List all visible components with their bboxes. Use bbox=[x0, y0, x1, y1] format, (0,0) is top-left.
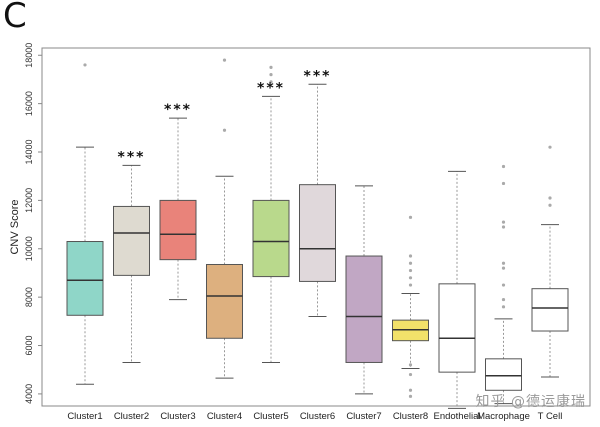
outlier-point bbox=[548, 196, 552, 200]
outlier-point bbox=[501, 297, 506, 302]
box-cluster6: *** bbox=[299, 68, 336, 317]
significance-stars: *** bbox=[257, 80, 285, 96]
box-t-cell bbox=[531, 145, 569, 378]
y-axis: 4000 6000 8000 10000 12000 14000 16000 18000 bbox=[24, 43, 42, 404]
outlier-point bbox=[408, 283, 413, 287]
y-axis-label: CNV Score bbox=[9, 199, 21, 254]
outlier-point bbox=[269, 80, 273, 84]
outlier-point bbox=[408, 268, 413, 273]
panel-letter: C bbox=[3, 0, 27, 36]
y-tick-label: 12000 bbox=[24, 188, 34, 213]
box-body bbox=[159, 199, 197, 261]
box-body bbox=[485, 358, 522, 391]
box-cluster7 bbox=[345, 185, 383, 395]
outlier-point bbox=[83, 63, 87, 67]
x-axis-labels: Cluster1 Cluster2 Cluster3 Cluster4 Cluster5… bbox=[67, 411, 562, 422]
outlier-point bbox=[408, 388, 413, 392]
box-body bbox=[345, 255, 383, 363]
box-cluster3: *** bbox=[159, 102, 197, 301]
box-cluster4 bbox=[206, 58, 243, 379]
box-body bbox=[113, 205, 150, 276]
significance-stars: *** bbox=[304, 68, 332, 84]
box-cluster5: *** bbox=[252, 65, 290, 363]
y-tick-label: 6000 bbox=[24, 336, 34, 356]
outlier-point bbox=[501, 220, 506, 224]
box-cluster8 bbox=[392, 215, 429, 398]
outlier-point bbox=[222, 58, 227, 62]
x-tick-label: Cluster1 bbox=[67, 411, 102, 422]
outlier-point bbox=[408, 254, 413, 258]
x-tick-label: Cluster4 bbox=[207, 411, 242, 422]
outlier-point bbox=[222, 128, 227, 132]
outlier-point bbox=[501, 181, 506, 186]
significance-stars: *** bbox=[164, 102, 192, 118]
x-tick-label: Cluster2 bbox=[114, 411, 149, 422]
y-tick-label: 18000 bbox=[24, 43, 34, 68]
x-tick-label: Cluster3 bbox=[160, 411, 195, 422]
box-cluster2: *** bbox=[113, 149, 150, 363]
box-macrophage bbox=[485, 164, 522, 405]
y-tick-label: 14000 bbox=[24, 139, 34, 164]
outlier-point bbox=[501, 261, 506, 265]
outlier-point bbox=[501, 305, 506, 309]
box-body bbox=[299, 184, 336, 282]
outlier-point bbox=[548, 145, 552, 149]
plot-frame bbox=[41, 47, 591, 407]
watermark: 知乎 @德运康瑞 bbox=[475, 394, 586, 410]
outlier-point bbox=[408, 261, 413, 265]
outlier-point bbox=[408, 363, 413, 367]
outlier-point bbox=[408, 215, 413, 219]
outlier-point bbox=[269, 73, 273, 77]
box-body bbox=[252, 199, 290, 278]
y-tick-label: 10000 bbox=[24, 236, 34, 261]
box-group: *** *** *** *** bbox=[66, 58, 569, 409]
outlier-point bbox=[408, 276, 413, 280]
outlier-point bbox=[408, 394, 413, 398]
significance-stars: *** bbox=[118, 149, 146, 165]
x-tick-label: Cluster5 bbox=[253, 411, 288, 422]
outlier-point bbox=[501, 283, 506, 287]
box-body bbox=[206, 263, 243, 339]
box-body bbox=[438, 283, 476, 373]
x-tick-label: T Cell bbox=[538, 411, 563, 422]
x-tick-label: Macrophage bbox=[477, 411, 530, 422]
box-cluster1 bbox=[66, 63, 104, 385]
outlier-point bbox=[548, 203, 552, 207]
outlier-point bbox=[269, 65, 273, 69]
y-tick-label: 8000 bbox=[24, 287, 34, 307]
outlier-point bbox=[408, 372, 413, 377]
x-tick-label: Cluster6 bbox=[300, 411, 335, 422]
x-tick-label: Cluster8 bbox=[393, 411, 428, 422]
x-tick-label: Cluster7 bbox=[346, 411, 381, 422]
box-body bbox=[66, 241, 104, 316]
x-tick-label: Endothelial bbox=[433, 411, 480, 422]
box-endothelial bbox=[438, 170, 476, 409]
outlier-point bbox=[501, 164, 506, 169]
y-tick-label: 16000 bbox=[24, 91, 34, 116]
box-body bbox=[531, 288, 569, 332]
y-tick-label: 4000 bbox=[24, 384, 34, 404]
outlier-point bbox=[501, 266, 506, 270]
outlier-point bbox=[501, 225, 506, 229]
